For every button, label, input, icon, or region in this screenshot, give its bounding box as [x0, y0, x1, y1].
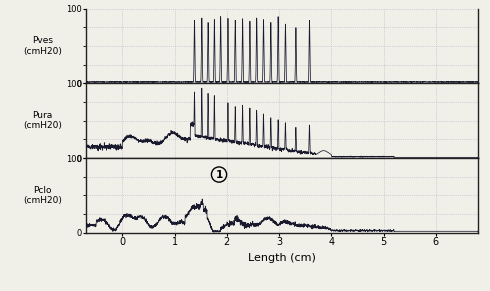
X-axis label: Length (cm): Length (cm) [248, 253, 316, 262]
Y-axis label: Pclo
(cmH20): Pclo (cmH20) [23, 186, 62, 205]
Text: 1: 1 [216, 170, 222, 180]
Y-axis label: Pves
(cmH20): Pves (cmH20) [23, 36, 62, 56]
Y-axis label: Pura
(cmH20): Pura (cmH20) [23, 111, 62, 130]
